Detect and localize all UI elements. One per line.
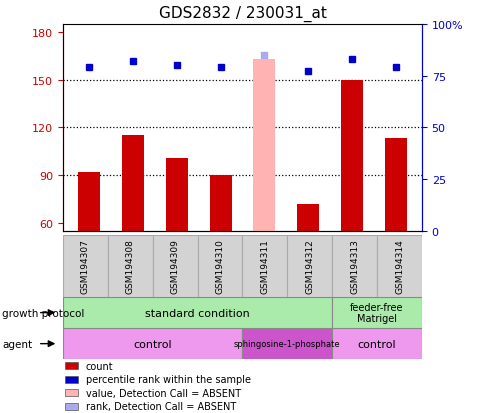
Title: GDS2832 / 230031_at: GDS2832 / 230031_at bbox=[158, 6, 326, 22]
Bar bbox=[197, 235, 242, 297]
Text: GSM194307: GSM194307 bbox=[81, 239, 90, 294]
Bar bbox=[152, 235, 197, 297]
Bar bbox=[253, 60, 275, 231]
Bar bbox=[332, 235, 377, 297]
Bar bbox=[63, 297, 332, 328]
Bar bbox=[209, 176, 231, 231]
Text: GSM194310: GSM194310 bbox=[215, 239, 224, 294]
Bar bbox=[242, 328, 332, 359]
Text: control: control bbox=[133, 339, 172, 349]
Bar bbox=[340, 81, 362, 231]
Bar bbox=[64, 389, 78, 396]
Bar bbox=[384, 139, 406, 231]
Text: GSM194309: GSM194309 bbox=[170, 239, 180, 294]
Bar bbox=[332, 328, 421, 359]
Text: control: control bbox=[357, 339, 395, 349]
Text: growth protocol: growth protocol bbox=[2, 308, 85, 318]
Text: sphingosine-1-phosphate: sphingosine-1-phosphate bbox=[234, 339, 340, 348]
Text: feeder-free
Matrigel: feeder-free Matrigel bbox=[349, 302, 403, 324]
Text: standard condition: standard condition bbox=[145, 308, 249, 318]
Text: GSM194312: GSM194312 bbox=[304, 239, 314, 294]
Bar bbox=[78, 173, 100, 231]
Text: GSM194314: GSM194314 bbox=[394, 239, 403, 294]
Text: GSM194313: GSM194313 bbox=[349, 239, 359, 294]
Bar bbox=[122, 136, 144, 231]
Bar bbox=[376, 235, 421, 297]
Bar bbox=[107, 235, 152, 297]
Text: count: count bbox=[85, 361, 113, 371]
Text: GSM194308: GSM194308 bbox=[125, 239, 135, 294]
Bar bbox=[287, 235, 332, 297]
Text: rank, Detection Call = ABSENT: rank, Detection Call = ABSENT bbox=[85, 401, 235, 411]
Text: agent: agent bbox=[2, 339, 32, 349]
Bar bbox=[64, 403, 78, 410]
Bar bbox=[242, 235, 287, 297]
Text: value, Detection Call = ABSENT: value, Detection Call = ABSENT bbox=[85, 388, 240, 398]
Bar bbox=[63, 235, 107, 297]
Bar bbox=[332, 297, 421, 328]
Text: percentile rank within the sample: percentile rank within the sample bbox=[85, 375, 250, 385]
Text: GSM194311: GSM194311 bbox=[260, 239, 269, 294]
Bar bbox=[64, 376, 78, 383]
Bar bbox=[166, 158, 187, 231]
Bar bbox=[63, 328, 242, 359]
Bar bbox=[297, 204, 318, 231]
Bar bbox=[64, 363, 78, 369]
